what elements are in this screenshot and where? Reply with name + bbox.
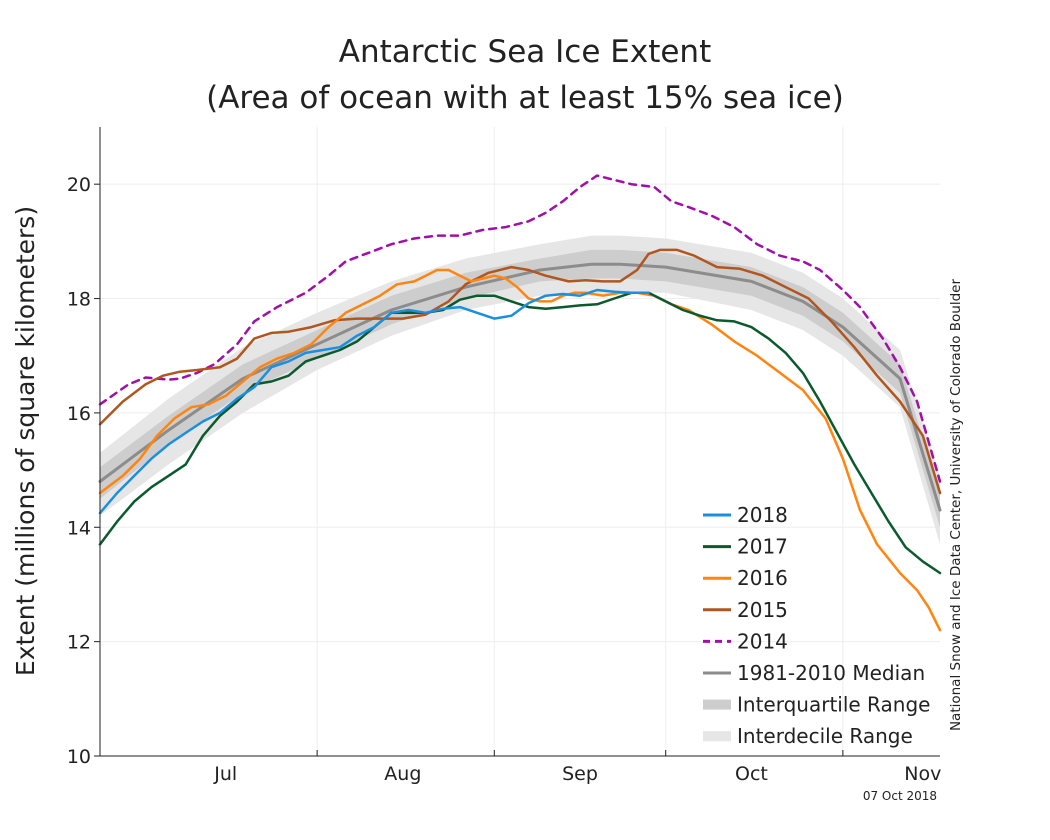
band-interdecile-range — [100, 235, 940, 545]
series-lines — [98, 174, 942, 632]
series-line-2017 — [98, 291, 942, 575]
legend-item-2014: 2014 — [703, 629, 788, 653]
x-tick-label-jul: Jul — [213, 763, 237, 785]
y-tick-label-10: 10 — [67, 746, 91, 768]
y-axis-label: Extent (millions of square kilometers) — [11, 206, 40, 676]
legend-item-2016: 2016 — [703, 566, 788, 590]
series-line-2018 — [98, 288, 650, 515]
legend-item-interquartile-range: Interquartile Range — [703, 693, 930, 717]
legend-item-2018: 2018 — [703, 503, 788, 527]
x-axis-ticks: Jul Aug Sep Oct Nov — [213, 750, 941, 785]
legend-item-interdecile-range: Interdecile Range — [703, 724, 913, 748]
legend-label: Interdecile Range — [737, 724, 913, 748]
legend-swatch — [703, 699, 731, 710]
series-line-2015 — [98, 248, 942, 495]
legend-label: 2016 — [737, 566, 788, 590]
legend-label: 1981-2010 Median — [737, 661, 925, 685]
legend-label: 2015 — [737, 598, 788, 622]
legend-item-1981-2010-median: 1981-2010 Median — [703, 661, 925, 685]
x-tick-label-sep: Sep — [562, 763, 598, 785]
y-tick-label-14: 14 — [67, 517, 91, 539]
legend-label: 2018 — [737, 503, 788, 527]
legend-label: 2014 — [737, 629, 788, 653]
x-tick-label-aug: Aug — [384, 763, 421, 785]
legend-item-2017: 2017 — [703, 535, 788, 559]
chart-title-line-1: Antarctic Sea Ice Extent — [339, 34, 711, 70]
legend-swatch — [703, 731, 731, 742]
legend-label: 2017 — [737, 535, 788, 559]
series-line-2016 — [98, 268, 942, 632]
y-tick-label-16: 16 — [67, 403, 91, 425]
range-bands — [100, 235, 940, 545]
x-tick-label-oct: Oct — [735, 763, 768, 785]
chart-title-line-2: (Area of ocean with at least 15% sea ice… — [206, 80, 844, 116]
legend-item-2015: 2015 — [703, 598, 788, 622]
date-stamp: 07 Oct 2018 — [863, 789, 937, 803]
legend-label: Interquartile Range — [737, 693, 930, 717]
y-tick-label-12: 12 — [67, 632, 91, 654]
series-line-2014 — [98, 174, 942, 483]
x-tick-label-nov: Nov — [904, 763, 941, 785]
y-tick-label-18: 18 — [67, 289, 91, 311]
y-tick-label-20: 20 — [67, 174, 91, 196]
credit-text: National Snow and Ice Data Center, Unive… — [948, 279, 964, 732]
legend: 2018 2017 2016 2015 2014 1981-2010 Median Inte… — [703, 503, 930, 748]
y-axis-ticks: 10 12 14 16 18 20 — [67, 174, 100, 768]
